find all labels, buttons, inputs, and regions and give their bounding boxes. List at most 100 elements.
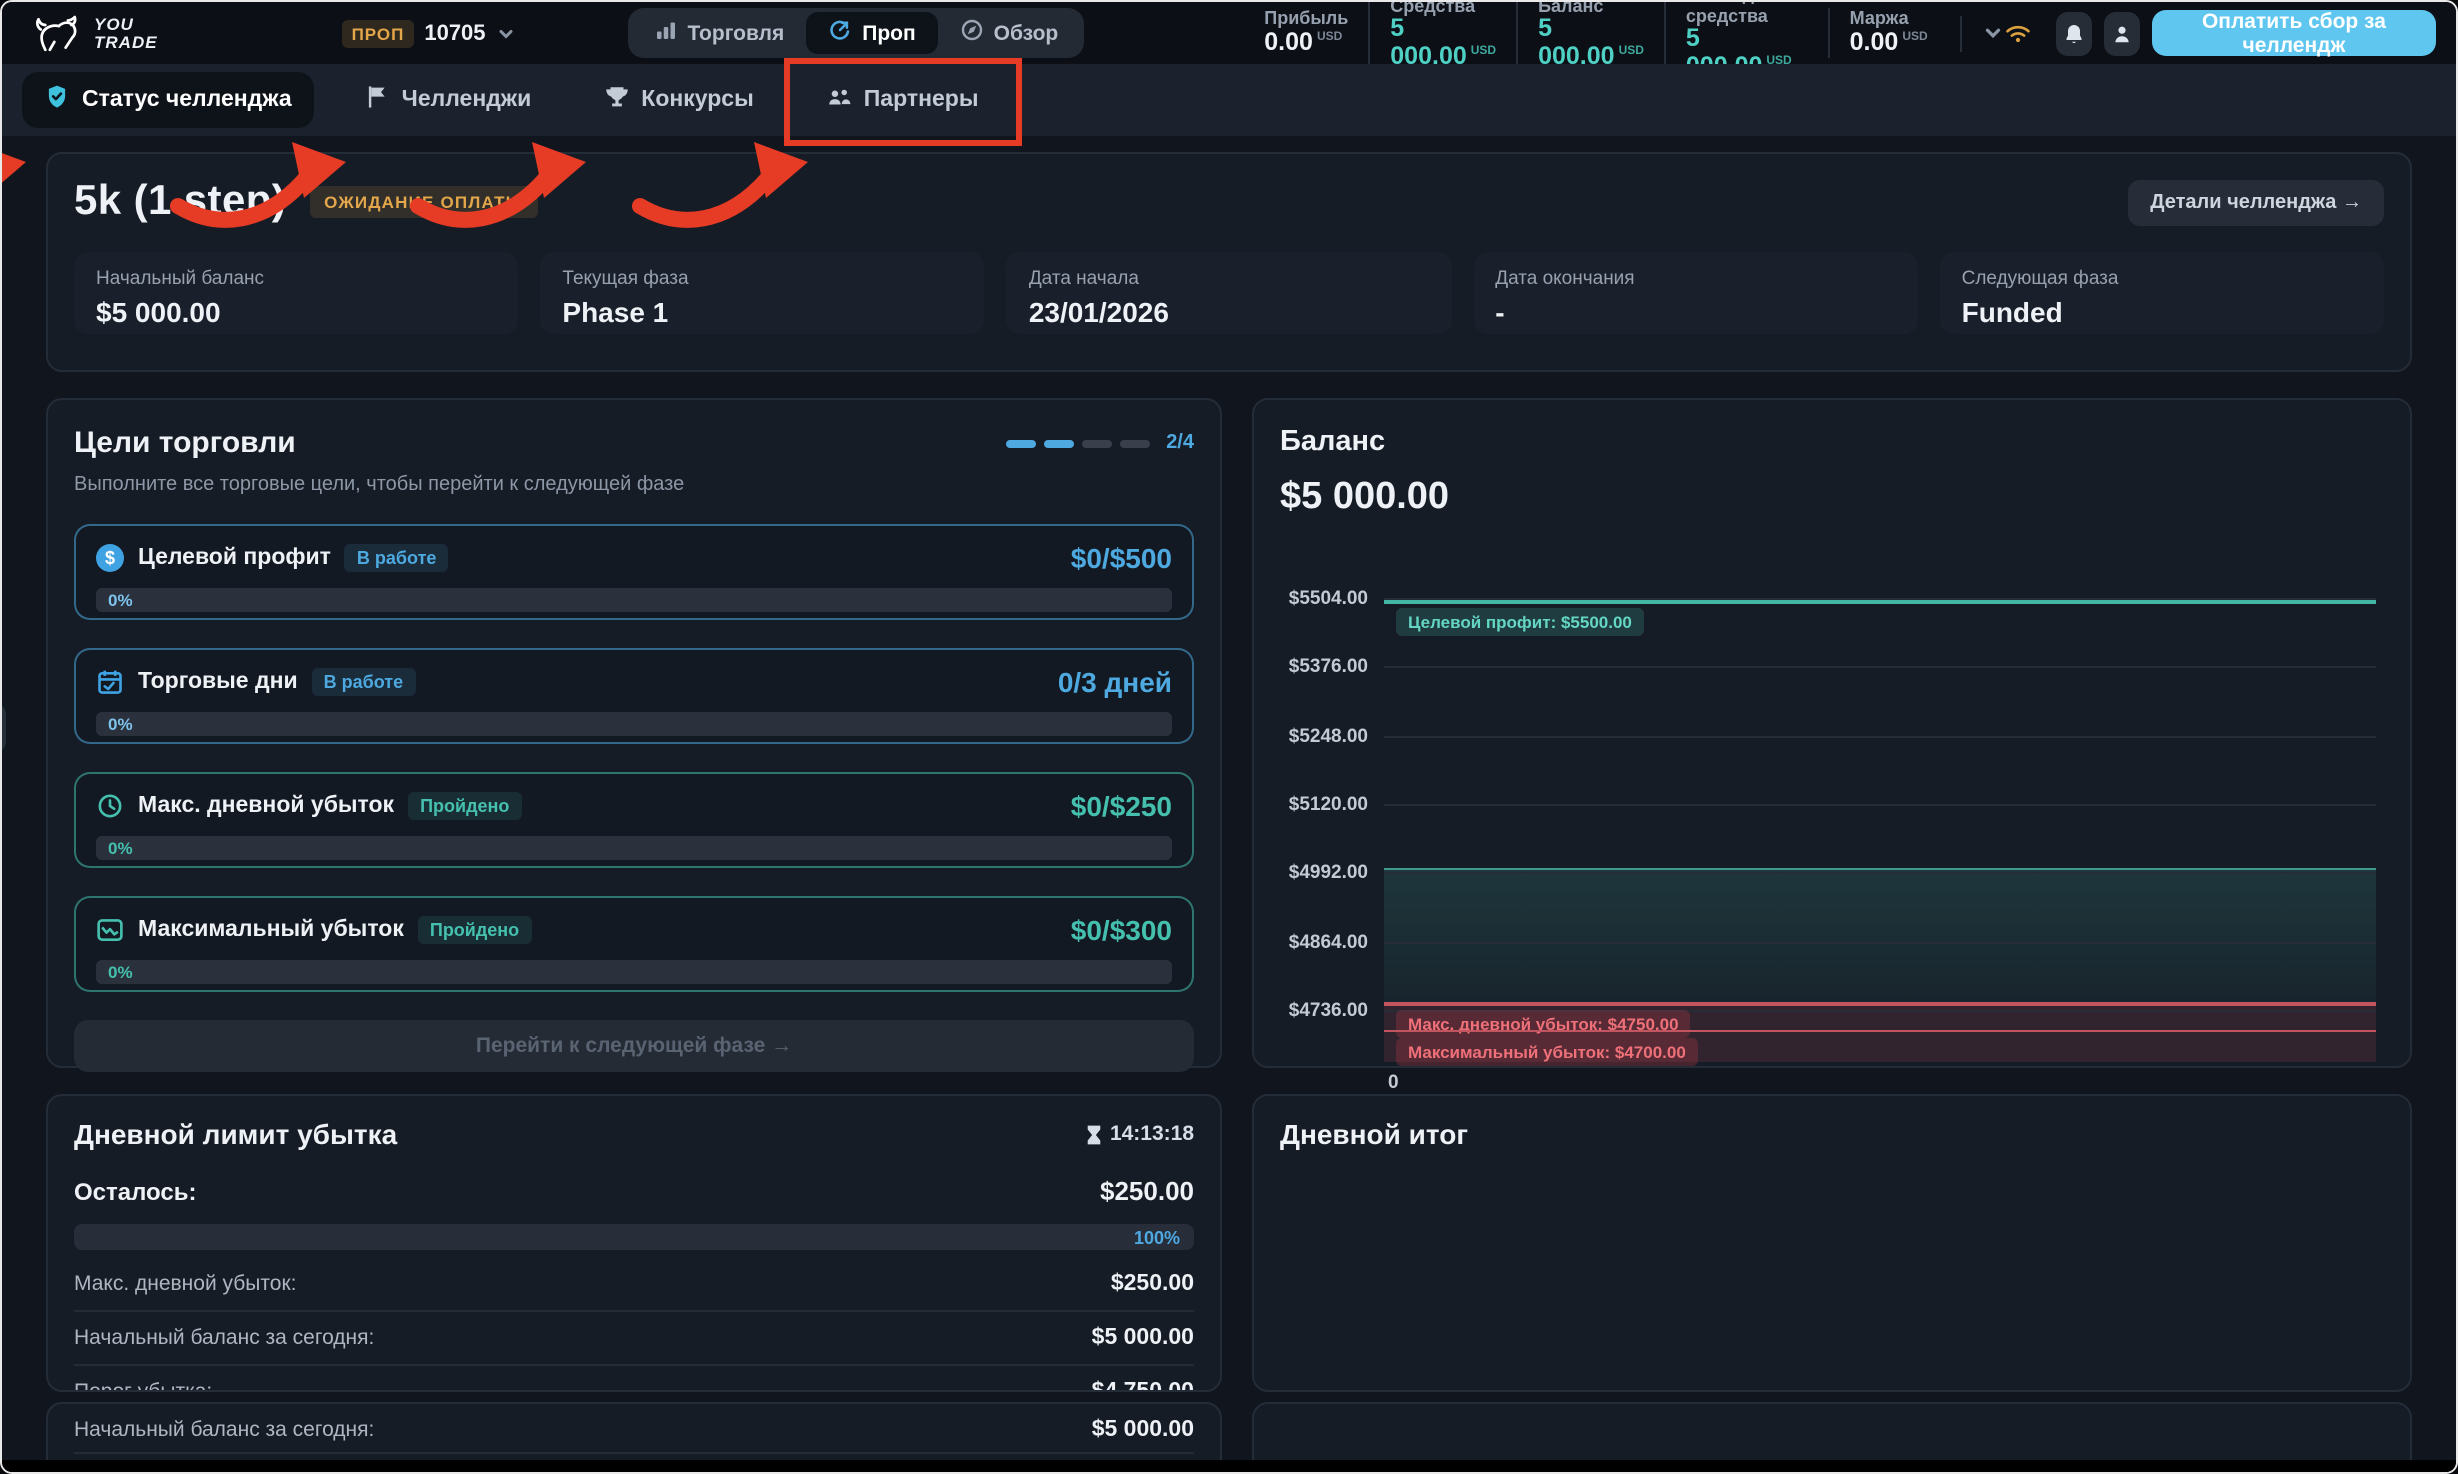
info-card-value: Phase 1 [562,296,962,328]
duplicated-strip-row: Начальный баланс за сегодня: $5 000.00 П… [46,1402,2412,1464]
goals-subtitle: Выполните все торговые цели, чтобы перей… [74,474,1194,496]
tab-challenge-status[interactable]: Статус челленджа [22,72,314,128]
tab-partners[interactable]: Партнеры [804,72,1001,128]
pay-challenge-fee-button[interactable]: Оплатить сбор за челлендж [2152,10,2436,56]
goal-percent: 0% [108,962,133,982]
account-stat: Маржа 0.00USD [1828,9,1948,57]
account-type-badge: ПРОП [342,19,415,47]
y-axis-tick-label: $5376.00 [1289,657,1368,679]
goal-label: Макс. дневной убыток [138,794,394,818]
y-axis-tick-label: $4864.00 [1289,932,1368,954]
stat-unit: USD [1619,45,1644,57]
challenge-title: 5k (1 step) [74,178,286,226]
goal-progressbar: 0% [96,588,1172,612]
nav-prop[interactable]: Проп [806,12,937,54]
daily-row: Дневной лимит убытка 14:13:18 Осталось: … [46,1094,2412,1392]
chart-x-axis-label: 0 [1388,1072,1399,1094]
goal-card: Максимальный убыток Пройдено $0/$300 0% [74,896,1194,992]
goal-card: Торговые дни В работе 0/3 дней 0% [74,648,1194,744]
goal-value: $0/$500 [1071,542,1172,574]
balance-chart: $5504.00$5376.00$5248.00$5120.00$4992.00… [1384,592,2376,1062]
daily-summary-panel: Дневной итог [1252,1094,2412,1392]
nav-overview[interactable]: Обзор [938,12,1081,54]
calendar-icon [96,668,124,696]
stat-row: Начальный баланс за сегодня: $5 000.00 [74,1312,1194,1366]
tab-challenges[interactable]: Челленджи [342,72,554,128]
goals-balance-row: Цели торговли 2/4 Выполните все торговые… [46,398,2412,1068]
profile-button[interactable] [2104,11,2140,55]
tab-contests[interactable]: Конкурсы [581,72,775,128]
y-axis-tick-label: $5248.00 [1289,725,1368,747]
daily-loss-limit-panel: Дневной лимит убытка 14:13:18 Осталось: … [46,1094,1222,1392]
goal-value: $0/$250 [1071,790,1172,822]
tab-label: Челленджи [402,88,532,112]
challenge-info-card: Следующая фаза Funded [1940,252,2384,334]
daily-limit-title: Дневной лимит убытка [74,1118,397,1150]
main-nav: Торговля Проп Обзор [628,8,1085,58]
stat-row-label: Начальный баланс за сегодня: [74,1326,374,1350]
reference-line-target [1384,600,2376,604]
sidebar-expand-toggle[interactable] [0,702,6,754]
stat-row-value: $4 750.00 [1092,1380,1194,1392]
main-content: 5k (1 step) ОЖИДАНИЕ ОПЛАТЫ Детали челле… [2,136,2456,1464]
app-window: YOU TRADE ПРОП 10705 Торговля Проп Обзор… [0,0,2458,1474]
y-axis-tick-label: $5504.00 [1289,588,1368,610]
challenge-header: 5k (1 step) ОЖИДАНИЕ ОПЛАТЫ Детали челле… [74,178,2384,226]
stat-value: 5 000.00 [1538,14,1614,70]
stat-row: Начальный баланс за сегодня: $5 000.00 [74,1408,1194,1454]
pager-dash [1044,439,1074,447]
stats-expand-button[interactable] [1960,15,2004,51]
bell-icon [2062,21,2086,45]
daily-limit-header: Дневной лимит убытка 14:13:18 [74,1118,1194,1150]
top-header: YOU TRADE ПРОП 10705 Торговля Проп Обзор… [2,2,2456,64]
nav-label: Торговля [688,21,785,45]
challenge-details-button[interactable]: Детали челленджа → [2128,179,2384,225]
goal-label: Торговые дни [138,670,298,694]
dollar-icon: $ [96,544,124,572]
info-card-value: $5 000.00 [96,296,496,328]
goals-list: $ Целевой профит В работе $0/$500 0% Тор… [74,524,1194,992]
reference-line-daily-loss [1384,1003,2376,1006]
goal-status-badge: Пройдено [408,792,521,820]
daily-limit-rows: Макс. дневной убыток: $250.00 Начальный … [74,1258,1194,1392]
target-icon [828,18,852,48]
notifications-button[interactable] [2056,11,2092,55]
chart-gridline: $5248.00 [1384,735,2376,737]
brand-name: YOU TRADE [94,17,158,49]
stat-label: Маржа [1850,9,1928,30]
nav-trading[interactable]: Торговля [632,12,807,54]
stat-row-value: $5 000.00 [1092,1326,1194,1350]
next-phase-button[interactable]: Перейти к следующей фазе → [74,1020,1194,1072]
wifi-icon [2004,22,2032,44]
info-card-label: Следующая фаза [1962,268,2362,290]
remaining-label: Осталось: [74,1177,197,1205]
goal-progressbar: 0% [96,960,1172,984]
challenge-status-badge: ОЖИДАНИЕ ОПЛАТЫ [310,186,537,218]
reference-label-target: Целевой профит: $5500.00 [1396,608,1644,636]
goal-status-badge: Пройдено [418,916,531,944]
chart-gridline: $4864.00 [1384,942,2376,944]
goal-percent: 0% [108,590,133,610]
goal-percent: 0% [108,714,133,734]
info-card-value: Funded [1962,296,2362,328]
stat-label: Баланс [1538,0,1644,16]
duplicated-rows: Начальный баланс за сегодня: $5 000.00 П… [74,1408,1194,1464]
chart-gridline: $4992.00 [1384,873,2376,875]
account-selector[interactable]: ПРОП 10705 [342,19,516,47]
goal-label: Целевой профит [138,546,331,570]
info-card-label: Начальный баланс [96,268,496,290]
person-icon [2110,21,2134,45]
account-stat: Прибыль 0.00USD [1244,9,1368,57]
account-id: 10705 [424,21,485,45]
stat-unit: USD [1317,31,1342,43]
stat-row-value: $250.00 [1111,1272,1194,1296]
goal-card: $ Целевой профит В работе $0/$500 0% [74,524,1194,620]
info-card-label: Дата окончания [1495,268,1895,290]
nav-label: Обзор [994,21,1059,45]
stat-value: 0.00 [1264,28,1313,56]
nav-label: Проп [862,21,915,45]
badge-check-icon [44,84,70,116]
info-card-value: 23/01/2026 [1029,296,1429,328]
challenge-info-card: Начальный баланс $5 000.00 [74,252,518,334]
stat-unit: USD [1902,31,1927,43]
